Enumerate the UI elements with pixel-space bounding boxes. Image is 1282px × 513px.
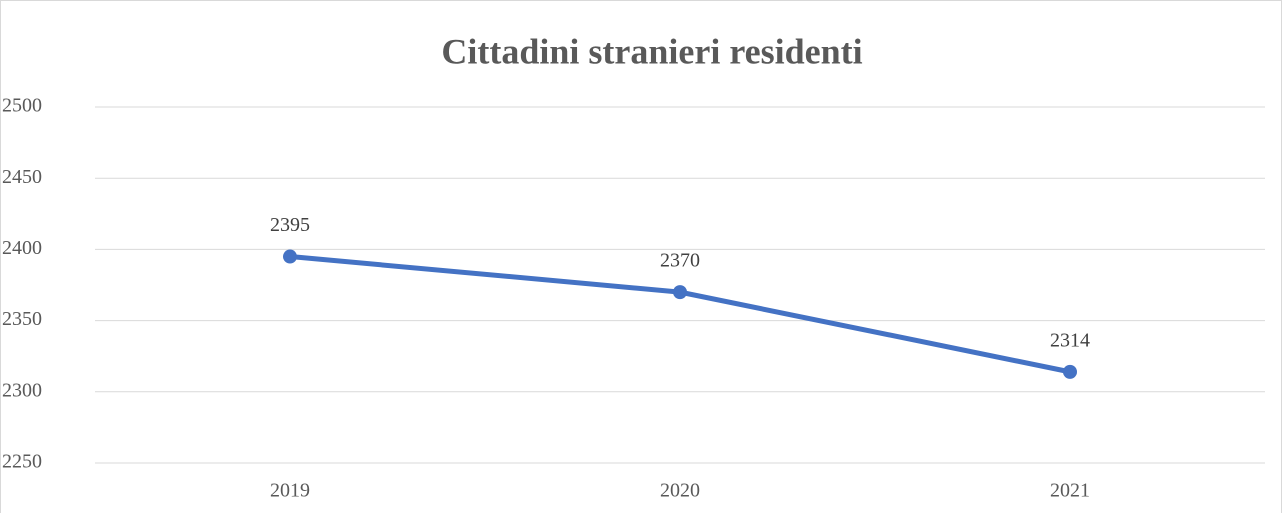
data-point <box>673 285 687 300</box>
data-label: 2370 <box>660 250 700 272</box>
x-tick-label: 2020 <box>660 480 700 502</box>
x-tick-label: 2019 <box>270 480 310 502</box>
chart-title: Cittadini stranieri residenti <box>441 31 862 71</box>
data-label: 2314 <box>1050 329 1090 351</box>
y-tick-label: 2350 <box>2 308 42 330</box>
data-point <box>283 249 297 264</box>
data-label: 2395 <box>270 214 310 236</box>
x-tick-label: 2021 <box>1050 480 1090 502</box>
y-tick-label: 2300 <box>2 379 42 401</box>
y-tick-label: 2450 <box>2 166 42 188</box>
y-tick-label: 2400 <box>2 237 42 259</box>
data-point <box>1063 364 1077 379</box>
y-tick-label: 2250 <box>2 451 42 473</box>
y-tick-label: 2500 <box>2 95 42 117</box>
